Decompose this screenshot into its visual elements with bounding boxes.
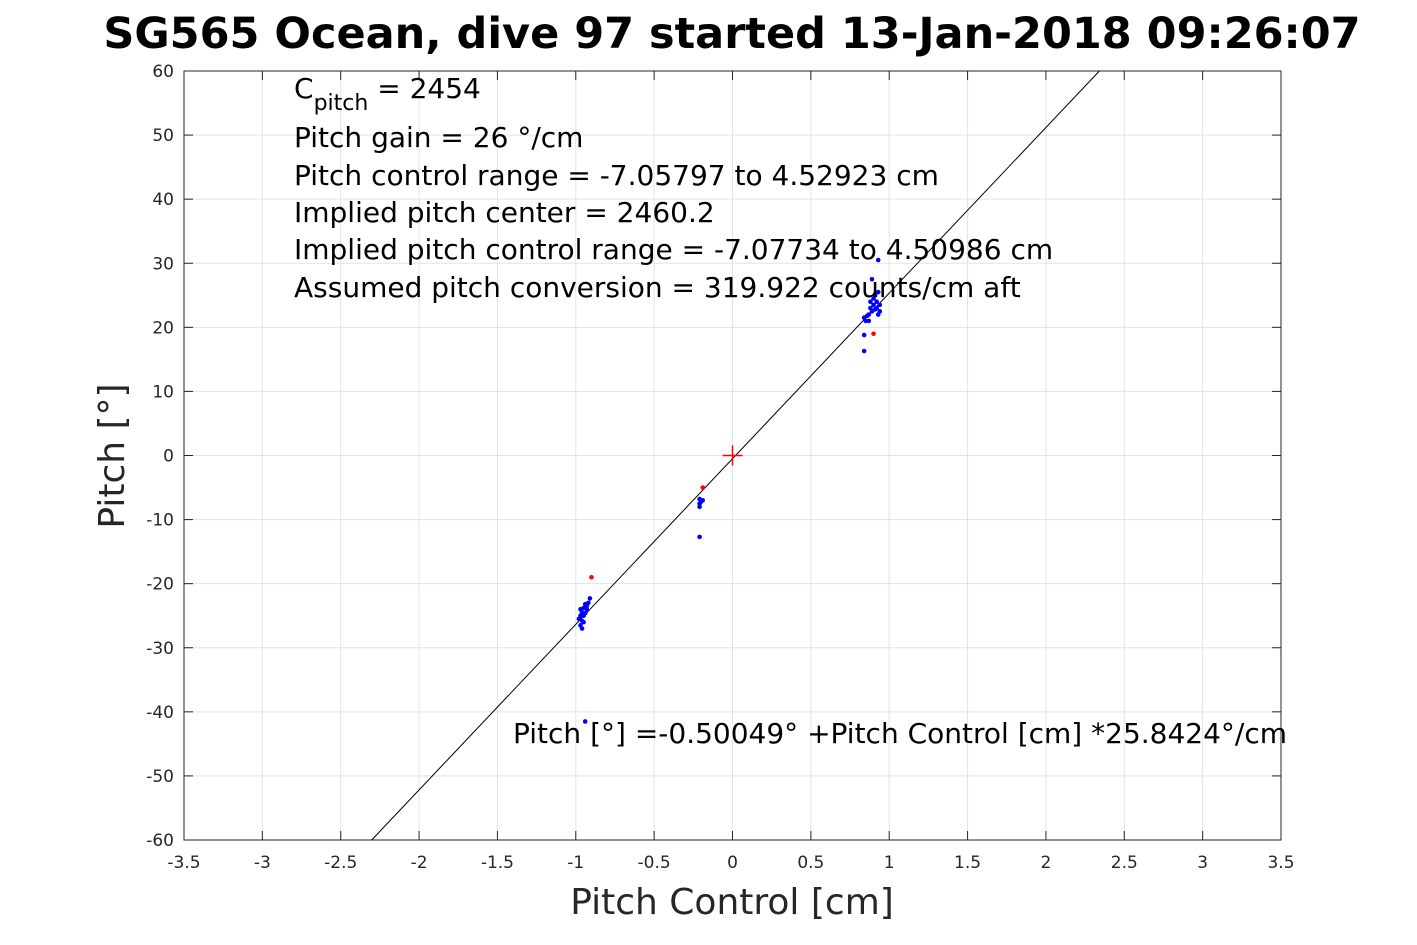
data-point <box>584 607 590 612</box>
data-point <box>877 302 883 308</box>
x-tick-label: 2 <box>1041 853 1052 873</box>
data-point <box>700 498 706 503</box>
data-point <box>875 289 881 295</box>
y-tick-label: 20 <box>152 318 174 338</box>
y-tick-label: 50 <box>152 126 174 146</box>
data-point <box>589 574 594 580</box>
data-point <box>700 485 706 490</box>
data-point <box>697 504 702 510</box>
y-tick-label: 0 <box>163 447 174 467</box>
x-tick-label: -3.5 <box>167 853 200 873</box>
x-tick-label: -0.5 <box>638 853 671 873</box>
data-points <box>576 257 883 724</box>
data-point <box>866 318 872 324</box>
x-tick-label: -1 <box>567 853 584 873</box>
data-point <box>874 299 879 305</box>
pitch-control-range-annotation: Pitch control range = -7.05797 to 4.5292… <box>294 159 939 192</box>
x-tick-label: 1 <box>884 853 895 873</box>
data-point <box>579 618 585 624</box>
x-axis-ticks: -3.5 -3 -2.5 -2 -1.5 -1 -0.5 0 0.5 1 1.5 2 2.5 3 3.5 <box>167 71 1295 873</box>
data-point <box>582 719 588 724</box>
c-pitch-annotation: Cpitch = 2454 <box>294 72 481 116</box>
plot-frame <box>183 70 1282 841</box>
x-tick-label: 3 <box>1197 853 1208 873</box>
y-tick-label: 60 <box>152 62 174 82</box>
x-tick-label: 0 <box>727 853 738 873</box>
data-point <box>866 312 872 317</box>
x-tick-label: 1.5 <box>954 853 981 873</box>
pitch-gain-annotation: Pitch gain = 26 °/cm <box>294 121 583 154</box>
implied-pitch-control-range-annotation: Implied pitch control range = -7.07734 t… <box>294 233 1053 266</box>
calibration-annotation: Cpitch = 2454 Pitch gain = 26 °/cm Pitch… <box>294 72 1053 304</box>
data-point <box>871 331 876 337</box>
data-point <box>869 276 875 282</box>
data-point <box>874 305 879 311</box>
y-tick-label: -50 <box>146 767 174 787</box>
c-pitch-value: = 2454 <box>368 72 481 105</box>
y-tick-label: -20 <box>146 575 174 595</box>
assumed-pitch-conversion-annotation: Assumed pitch conversion = 319.922 count… <box>294 271 1021 304</box>
y-tick-label: 40 <box>152 190 174 210</box>
y-axis-ticks: -60 -50 -40 -30 -20 -10 0 10 20 30 40 50 60 <box>146 62 1281 851</box>
data-point <box>877 309 883 314</box>
data-point <box>861 332 867 338</box>
y-tick-label: -60 <box>146 831 174 851</box>
y-axis-label: Pitch [°] <box>92 383 133 528</box>
data-point <box>579 626 585 631</box>
x-tick-label: -2 <box>411 853 428 873</box>
y-tick-label: 30 <box>152 254 174 274</box>
chart-title: SG565 Ocean, dive 97 started 13-Jan-2018… <box>103 9 1360 59</box>
data-point <box>581 613 586 619</box>
center-marker-group <box>722 445 743 466</box>
c-pitch-base: C <box>294 72 314 105</box>
data-point <box>875 257 881 263</box>
fit-equation-annotation: Pitch [°] =-0.50049° +Pitch Control [cm]… <box>513 717 1287 750</box>
data-point <box>861 348 867 354</box>
data-point <box>871 302 876 308</box>
data-point <box>578 607 583 612</box>
data-point <box>587 596 593 601</box>
y-tick-label: -10 <box>146 511 174 531</box>
x-tick-label: -1.5 <box>481 853 514 873</box>
y-tick-label: -30 <box>146 639 174 659</box>
x-tick-label: -2.5 <box>324 853 357 873</box>
data-point <box>586 600 591 606</box>
x-axis-label: Pitch Control [cm] <box>570 882 894 923</box>
x-tick-label: 3.5 <box>1267 853 1294 873</box>
c-pitch-subscript: pitch <box>314 91 369 116</box>
x-tick-label: 0.5 <box>797 853 824 873</box>
y-tick-label: -40 <box>146 703 174 723</box>
x-tick-label: -3 <box>254 853 271 873</box>
implied-pitch-center-annotation: Implied pitch center = 2460.2 <box>294 196 715 229</box>
data-point <box>697 534 702 540</box>
x-tick-label: 2.5 <box>1111 853 1138 873</box>
y-tick-label: 10 <box>152 382 174 402</box>
data-point <box>872 292 878 298</box>
data-point <box>868 299 873 305</box>
